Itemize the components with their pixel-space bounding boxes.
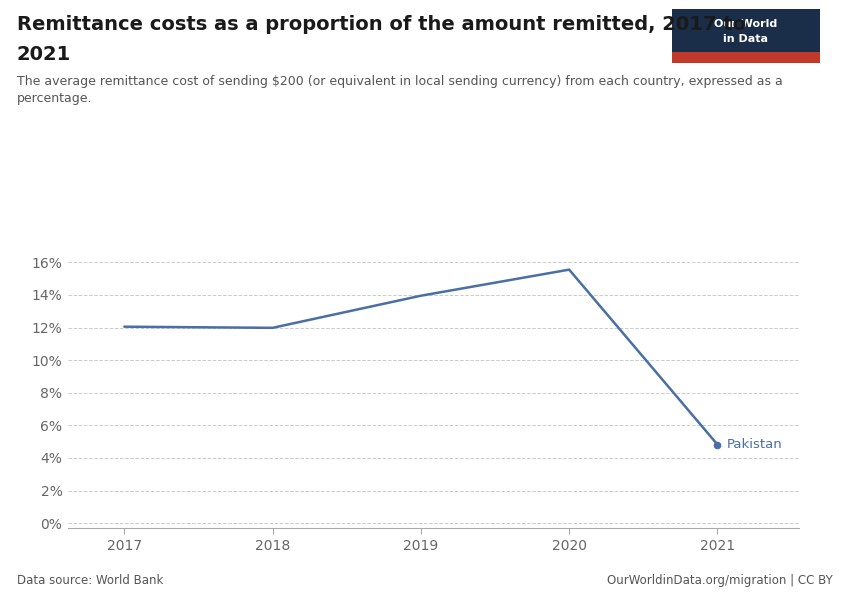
Text: Data source: World Bank: Data source: World Bank xyxy=(17,574,163,587)
Text: 2021: 2021 xyxy=(17,45,71,64)
Text: Remittance costs as a proportion of the amount remitted, 2017 to: Remittance costs as a proportion of the … xyxy=(17,15,746,34)
Bar xyxy=(672,52,820,63)
Text: Our World: Our World xyxy=(714,19,778,29)
Text: Pakistan: Pakistan xyxy=(727,438,782,451)
Text: OurWorldinData.org/migration | CC BY: OurWorldinData.org/migration | CC BY xyxy=(607,574,833,587)
Text: The average remittance cost of sending $200 (or equivalent in local sending curr: The average remittance cost of sending $… xyxy=(17,75,783,105)
Text: in Data: in Data xyxy=(723,34,768,44)
